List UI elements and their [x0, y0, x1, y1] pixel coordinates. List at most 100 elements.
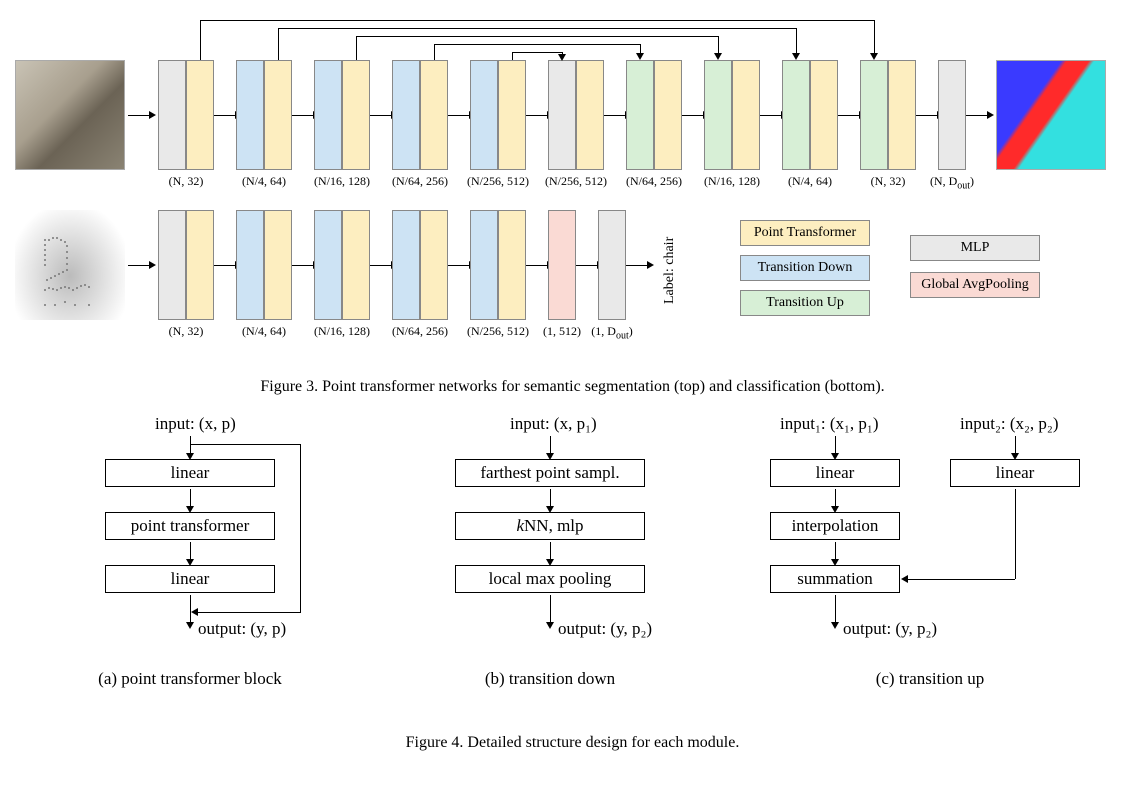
cls-label-2: (N/4, 64): [230, 324, 298, 339]
pt-block: [186, 210, 214, 320]
pt-block: [342, 210, 370, 320]
skip-up: [200, 20, 201, 60]
arrow: [626, 265, 648, 266]
a-pt: point transformer: [105, 512, 275, 540]
line: [190, 444, 300, 445]
output-image-room: [996, 60, 1106, 170]
pt-block: [654, 60, 682, 170]
skip-line: [278, 28, 796, 29]
c-sub: (c) transition up: [740, 669, 1120, 689]
skip-line: [512, 52, 562, 53]
cls-label-5: (N/256, 512): [460, 324, 536, 339]
seg-block-10: [860, 60, 916, 170]
arrow: [370, 115, 392, 116]
a-linear-1: linear: [105, 459, 275, 487]
arrow: [448, 265, 470, 266]
b-knn: kNN, mlp: [455, 512, 645, 540]
arrow: [448, 115, 470, 116]
fig4-a: input: (x, p) linear point transformer l…: [20, 414, 360, 714]
c-interp: interpolation: [770, 512, 900, 540]
line: [300, 444, 301, 612]
pt-block: [810, 60, 838, 170]
figure-3-caption: Figure 3. Point transformer networks for…: [10, 378, 1135, 396]
skip-down: [874, 20, 875, 54]
arrow: [550, 595, 551, 623]
arrow: [197, 612, 301, 613]
arrow: [604, 115, 626, 116]
figure-4: input: (x, p) linear point transformer l…: [10, 414, 1130, 714]
pt-block: [498, 60, 526, 170]
seg-label-10: (N, 32): [860, 174, 916, 189]
label-chair: Label: chair: [662, 237, 678, 304]
fig4-b: input: (x, p₁) farthest point sampl. kNN…: [380, 414, 720, 714]
seg-label-7: (N/64, 256): [618, 174, 690, 189]
cls-out-mlp: [598, 210, 626, 320]
arrow: [835, 542, 836, 560]
seg-label-4: (N/64, 256): [384, 174, 456, 189]
legend-mlp: MLP: [910, 235, 1040, 261]
c-linear-1: linear: [770, 459, 900, 487]
input-image-chair: [15, 210, 125, 320]
pt-block: [420, 210, 448, 320]
arrow: [550, 436, 551, 454]
td-block: [314, 60, 342, 170]
legend-gap: Global AvgPooling: [910, 272, 1040, 298]
arrow: [760, 115, 782, 116]
skip-line: [434, 44, 640, 45]
td-block: [470, 60, 498, 170]
arrow: [526, 265, 548, 266]
c-output: output: (y, p₂): [843, 619, 937, 639]
cls-label-1: (N, 32): [158, 324, 214, 339]
pt-block: [264, 210, 292, 320]
figure-4-caption: Figure 4. Detailed structure design for …: [10, 734, 1135, 752]
legend-td: Transition Down: [740, 255, 870, 281]
b-sub: (b) transition down: [380, 669, 720, 689]
td-block: [392, 210, 420, 320]
arrow: [550, 489, 551, 507]
td-block: [470, 210, 498, 320]
skip-down: [796, 28, 797, 54]
seg-block-2: [236, 60, 292, 170]
tu-block: [626, 60, 654, 170]
tu-block: [782, 60, 810, 170]
arrow: [214, 115, 236, 116]
arrow: [214, 265, 236, 266]
cls-block-1: [158, 210, 214, 320]
pt-block: [186, 60, 214, 170]
seg-out-label: (N, Dout): [924, 174, 980, 191]
seg-block-9: [782, 60, 838, 170]
arrow: [526, 115, 548, 116]
seg-block-4: [392, 60, 448, 170]
seg-label-9: (N/4, 64): [776, 174, 844, 189]
a-input: input: (x, p): [155, 414, 236, 434]
pt-block: [732, 60, 760, 170]
cls-block-4: [392, 210, 448, 320]
td-block: [236, 60, 264, 170]
line: [1015, 489, 1016, 579]
cls-block-3: [314, 210, 370, 320]
cls-label-6: (1, 512): [538, 324, 586, 339]
skip-up: [512, 52, 513, 60]
c-linear-2: linear: [950, 459, 1080, 487]
tu-block: [860, 60, 888, 170]
arrow: [576, 265, 598, 266]
figure-3: (N, 32) (N/4, 64) (N/16, 128) (N/64, 256…: [10, 20, 1130, 370]
seg-label-1: (N, 32): [158, 174, 214, 189]
tu-block: [704, 60, 732, 170]
pt-block: [576, 60, 604, 170]
arrow: [838, 115, 860, 116]
td-block: [236, 210, 264, 320]
b-output: output: (y, p₂): [558, 619, 652, 639]
arrow: [916, 115, 938, 116]
mlp-block: [548, 60, 576, 170]
seg-label-5: (N/256, 512): [460, 174, 536, 189]
arrow: [292, 115, 314, 116]
c-input1: input₁: (x₁, p₁): [780, 414, 879, 434]
arrow: [128, 115, 150, 116]
arrow: [835, 489, 836, 507]
skip-down: [562, 52, 563, 55]
c-input2: input₂: (x₂, p₂): [960, 414, 1059, 434]
arrow: [682, 115, 704, 116]
chair-pointcloud-icon: [15, 210, 125, 320]
arrow: [190, 542, 191, 560]
